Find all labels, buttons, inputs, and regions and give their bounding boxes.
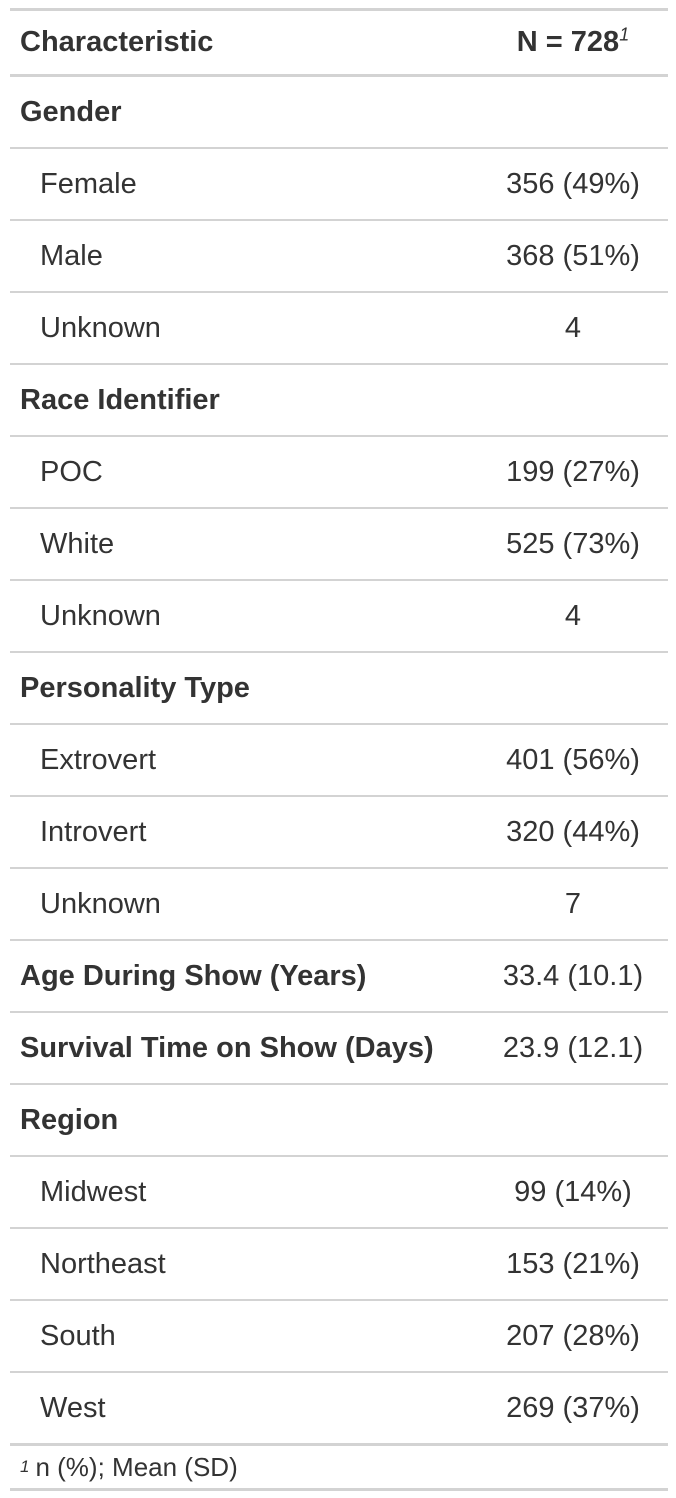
table-row: Female 356 (49%): [10, 149, 668, 221]
row-value: 199 (27%): [506, 455, 640, 488]
row-label: Female: [40, 167, 137, 200]
row-value: 7: [564, 887, 582, 920]
table-row: POC 199 (27%): [10, 437, 668, 509]
table-row: White 525 (73%): [10, 509, 668, 581]
row-label: South: [40, 1319, 116, 1352]
table-group-row: Age During Show (Years) 33.4 (10.1): [10, 941, 668, 1013]
row-label: Unknown: [40, 311, 161, 344]
row-value: 33.4 (10.1): [502, 959, 644, 992]
header-n-label: N = 728: [516, 26, 620, 58]
row-label: Region: [20, 1103, 119, 1136]
table-row: West 269 (37%): [10, 1373, 668, 1446]
table-row: Midwest 99 (14%): [10, 1157, 668, 1229]
row-label: Age During Show (Years): [20, 959, 367, 992]
row-label: Gender: [20, 95, 122, 128]
table-row: Unknown 4: [10, 293, 668, 365]
table-group-row: Region: [10, 1085, 668, 1157]
table-group-row: Survival Time on Show (Days) 23.9 (12.1): [10, 1013, 668, 1085]
row-label: Survival Time on Show (Days): [20, 1031, 434, 1064]
row-value: 99 (14%): [514, 1175, 632, 1208]
row-value: 368 (51%): [506, 239, 640, 272]
row-value: 356 (49%): [506, 167, 640, 200]
table-group-row: Race Identifier: [10, 365, 668, 437]
row-label: Male: [40, 239, 103, 272]
table-group-row: Personality Type: [10, 653, 668, 725]
row-label: Race Identifier: [20, 383, 220, 416]
row-value: 269 (37%): [506, 1391, 640, 1424]
row-label: Northeast: [40, 1247, 166, 1280]
table-header: Characteristic N = 7281: [10, 11, 668, 77]
table-row: Introvert 320 (44%): [10, 797, 668, 869]
table-footnote: 1 n (%); Mean (SD): [10, 1446, 668, 1491]
row-value: 153 (21%): [506, 1247, 640, 1280]
footnote-text: n (%); Mean (SD): [35, 1451, 238, 1482]
header-footnote-mark: 1: [619, 24, 630, 45]
summary-table: Characteristic N = 7281 Gender Female 356 …: [10, 8, 668, 1491]
row-label: Personality Type: [20, 671, 250, 704]
table-row: Extrovert 401 (56%): [10, 725, 668, 797]
table-row: Unknown 4: [10, 581, 668, 653]
row-label: White: [40, 527, 115, 560]
row-label: Unknown: [40, 887, 161, 920]
row-label: Unknown: [40, 599, 161, 632]
table-row: South 207 (28%): [10, 1301, 668, 1373]
row-value: 207 (28%): [506, 1319, 640, 1352]
row-value: 23.9 (12.1): [502, 1031, 644, 1064]
row-label: Midwest: [40, 1175, 147, 1208]
row-label: Introvert: [40, 815, 147, 848]
row-value: 525 (73%): [506, 527, 640, 560]
row-value: 4: [564, 311, 582, 344]
row-label: Extrovert: [40, 743, 157, 776]
table-row: Northeast 153 (21%): [10, 1229, 668, 1301]
row-value: 4: [564, 599, 582, 632]
row-label: POC: [40, 455, 103, 488]
row-value: 320 (44%): [506, 815, 640, 848]
top-rule: [10, 8, 668, 11]
table-body: Gender Female 356 (49%) Male 368 (51%) Unknow…: [10, 77, 668, 1446]
header-characteristic: Characteristic: [20, 26, 214, 58]
table-row: Male 368 (51%): [10, 221, 668, 293]
table-row: Unknown 7: [10, 869, 668, 941]
header-n: N = 7281: [478, 24, 668, 59]
table-group-row: Gender: [10, 77, 668, 149]
row-label: West: [40, 1391, 106, 1424]
row-value: 401 (56%): [506, 743, 640, 776]
